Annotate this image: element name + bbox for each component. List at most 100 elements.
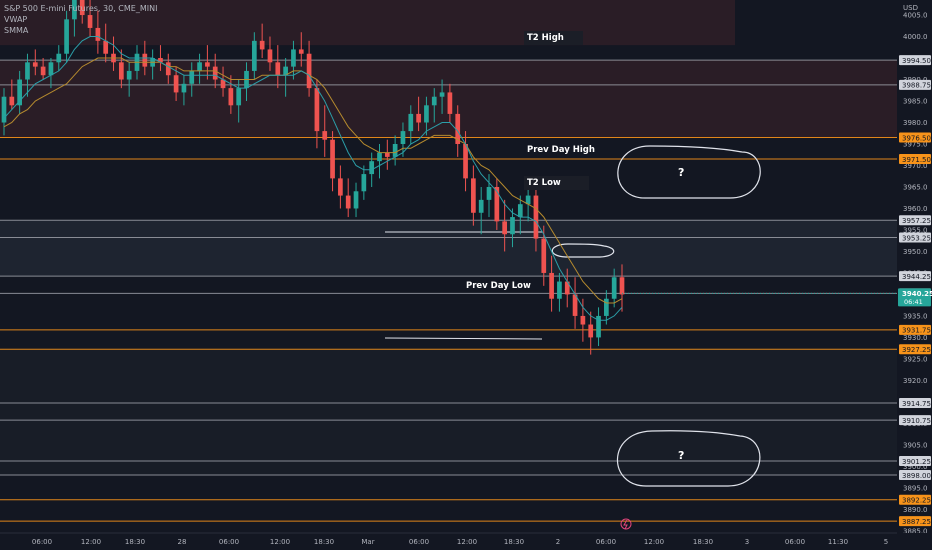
smma-line <box>3 57 623 304</box>
candle-body <box>564 281 570 295</box>
level-label-3887.25: 3887.25 <box>902 518 931 526</box>
time-tick: 12:00 <box>81 538 101 546</box>
candle-body <box>267 49 273 63</box>
time-axis[interactable]: 06:00 12:00 18:30 28 06:00 12:00 18:30 Mar 06:00… <box>32 538 888 546</box>
level-label-bg <box>899 324 931 335</box>
level-label-3927.25: 3927.25 <box>902 346 931 354</box>
time-tick: 5 <box>884 538 888 546</box>
price-tag-countdown: 06:41 <box>904 298 923 306</box>
time-tick: 12:00 <box>644 538 664 546</box>
candle-body <box>189 70 195 84</box>
zone-1 <box>0 0 735 46</box>
candle-body <box>236 88 242 106</box>
level-label-bg <box>899 232 931 243</box>
horizontal-levels[interactable] <box>0 59 897 522</box>
candle-body <box>17 79 22 106</box>
price-tick: 3955.0 <box>903 226 928 234</box>
price-axis[interactable]: 3885.03890.03895.03900.03905.03910.03915… <box>903 12 928 536</box>
small-ellipse[interactable] <box>551 243 615 258</box>
indicator-vwap[interactable]: VWAP <box>4 15 28 24</box>
time-tick: 28 <box>178 538 187 546</box>
candle-body <box>64 19 69 54</box>
annotation-question-lower[interactable]: ? <box>678 449 685 462</box>
candle-body <box>424 105 429 123</box>
level-label-3994.50: 3994.50 <box>902 57 931 65</box>
candle-body <box>431 96 437 106</box>
candle-body <box>228 88 234 106</box>
time-tick: 12:00 <box>457 538 477 546</box>
candle-body <box>158 58 163 63</box>
candle-body <box>87 15 93 28</box>
candle-body <box>596 315 601 338</box>
annotation-t2-low[interactable]: T2 Low <box>524 176 589 190</box>
time-tick: Mar <box>361 538 374 546</box>
candle-body <box>588 324 594 338</box>
candle-body <box>517 204 523 218</box>
level-label-3971.50: 3971.50 <box>902 156 931 164</box>
level-label-3957.25: 3957.25 <box>902 217 931 225</box>
lightning-icon[interactable] <box>620 518 632 530</box>
price-tick: 3920.0 <box>903 377 928 385</box>
price-tick: 3900.0 <box>903 463 928 471</box>
price-tick: 3960.0 <box>903 205 928 213</box>
candle-body <box>56 53 62 63</box>
level-label-bg <box>899 344 931 355</box>
vwap-line <box>3 36 623 321</box>
candle-body <box>330 139 335 179</box>
candle-body <box>533 195 539 239</box>
candle-body <box>212 66 218 80</box>
symbol-title[interactable]: S&P 500 E-mini Futures, 30, CME_MINI <box>4 4 158 13</box>
candle-body <box>298 49 304 54</box>
price-tick: 3905.0 <box>903 441 928 449</box>
price-tick: 4000.0 <box>903 33 928 41</box>
annotation-prev-day-high[interactable]: Prev Day High <box>527 145 595 155</box>
candle-body <box>502 221 508 235</box>
annotation-prev-day-low[interactable]: Prev Day Low <box>466 281 531 291</box>
candle-body <box>322 131 328 140</box>
time-tick: 06:00 <box>409 538 429 546</box>
level-label-3988.75: 3988.75 <box>902 82 931 90</box>
user-drawings[interactable] <box>384 145 761 487</box>
level-label-bg <box>899 456 931 467</box>
candle-body <box>353 191 359 209</box>
time-tick: 18:30 <box>314 538 334 546</box>
candle-body <box>541 238 547 273</box>
time-tick: 06:00 <box>785 538 805 546</box>
price-tick: 3970.0 <box>903 162 928 170</box>
candle-body <box>580 315 586 325</box>
annotation-question-upper[interactable]: ? <box>678 166 685 179</box>
level-label-3892.25: 3892.25 <box>902 496 931 504</box>
candle-body <box>439 92 445 97</box>
price-tick: 3975.0 <box>903 140 928 148</box>
chart-legend: S&P 500 E-mini Futures, 30, CME_MINI VWA… <box>4 3 157 36</box>
prev-day-low-marker-line[interactable] <box>384 337 543 340</box>
candle-body <box>126 70 132 80</box>
candle-body <box>205 62 210 67</box>
candle-body <box>392 143 398 157</box>
time-tick: 18:30 <box>693 538 713 546</box>
annotation-t2-high[interactable]: T2 High <box>524 31 583 45</box>
candle-body <box>291 49 296 67</box>
time-tick: 06:00 <box>32 538 52 546</box>
time-tick: 06:00 <box>219 538 239 546</box>
candle-body <box>40 66 46 76</box>
zone-3 <box>0 349 897 475</box>
level-label-3976.50: 3976.50 <box>902 134 931 142</box>
candle-body <box>95 27 101 41</box>
lower-question-ellipse[interactable] <box>616 430 761 487</box>
indicator-smma[interactable]: SMMA <box>4 26 29 35</box>
time-tick: 06:00 <box>596 538 616 546</box>
price-tick: 3965.0 <box>903 183 928 191</box>
price-tick: 3925.0 <box>903 355 928 363</box>
candle-body <box>525 195 531 205</box>
candle-body <box>173 75 179 93</box>
candle-body <box>510 217 515 235</box>
time-tick: 11:30 <box>828 538 848 546</box>
candle-body <box>314 88 320 132</box>
price-tick: 3890.0 <box>903 506 928 514</box>
upper-question-ellipse[interactable] <box>617 145 761 199</box>
time-axis-background[interactable] <box>0 533 932 550</box>
candle-body <box>557 281 562 299</box>
